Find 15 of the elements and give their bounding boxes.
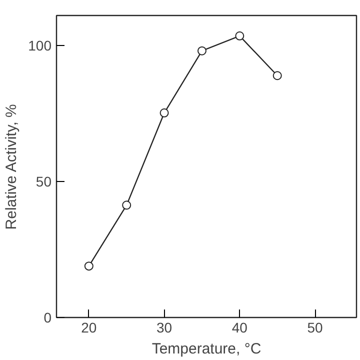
y-axis-title: Relative Activity, % (3, 104, 20, 230)
x-axis-title: Temperature, °C (152, 340, 262, 358)
x-tick-label: 40 (232, 320, 248, 336)
y-tick-label: 0 (44, 310, 52, 326)
x-tick-label: 50 (307, 320, 324, 336)
point (122, 200, 132, 210)
point (197, 46, 206, 56)
x-tick-label: 20 (81, 320, 97, 336)
point (272, 71, 282, 80)
x-tick-label: 30 (156, 320, 172, 336)
point (235, 31, 244, 40)
point (160, 108, 169, 118)
point (84, 262, 94, 271)
y-tick-label: 100 (28, 37, 52, 54)
y-tick-label: 50 (36, 173, 52, 190)
